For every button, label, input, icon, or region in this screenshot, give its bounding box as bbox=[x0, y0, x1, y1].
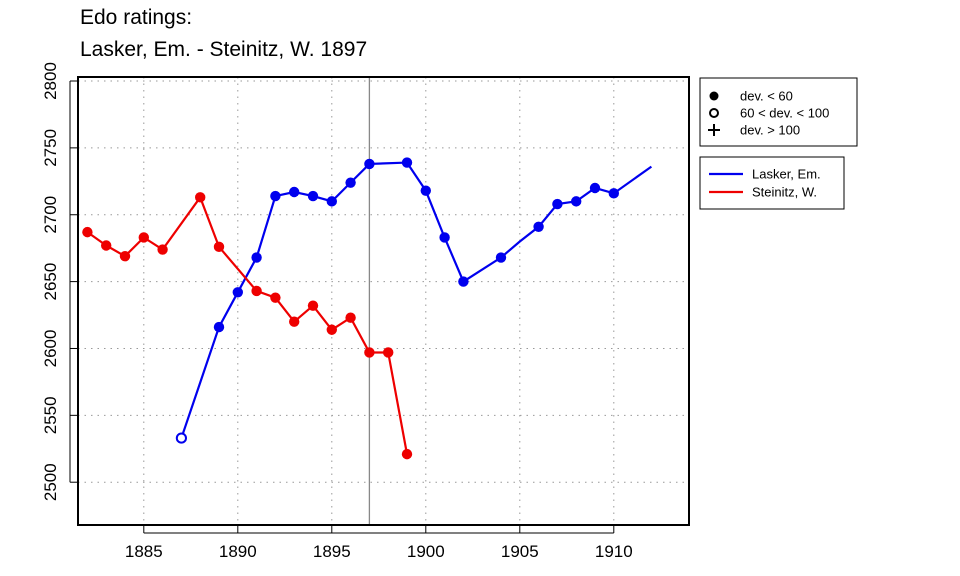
legend-players: Lasker, Em. Steinitz, W. bbox=[699, 156, 845, 210]
x-tick-label-1910: 1910 bbox=[595, 542, 633, 561]
data-point-lasker-em-1895 bbox=[326, 196, 337, 207]
legend-players-box bbox=[699, 156, 845, 210]
y-tick-label-2700: 2700 bbox=[41, 196, 60, 234]
data-point-lasker-em-1904 bbox=[495, 252, 507, 263]
data-point-steinitz-w-1889 bbox=[213, 241, 225, 253]
y-tick-label-2750: 2750 bbox=[41, 129, 60, 167]
data-point-lasker-em-1894 bbox=[307, 190, 319, 202]
data-point-steinitz-w-1885 bbox=[138, 232, 149, 243]
data-point-lasker-em-1893 bbox=[289, 186, 300, 198]
legend-deviation-label-1: 60 < dev. < 100 bbox=[740, 106, 829, 121]
data-point-lasker-em-1900 bbox=[420, 185, 431, 196]
data-point-lasker-em-1909 bbox=[589, 182, 601, 194]
data-point-lasker-em-1889 bbox=[213, 321, 225, 333]
data-point-steinitz-w-1895 bbox=[326, 324, 337, 335]
data-point-lasker-em-1901 bbox=[439, 232, 450, 243]
x-tick-label-1885: 1885 bbox=[125, 542, 163, 561]
grid-lines bbox=[78, 77, 689, 525]
data-point-lasker-em-1907 bbox=[552, 198, 563, 210]
legend-open-circle-icon bbox=[709, 108, 719, 118]
data-point-lasker-em-1906 bbox=[533, 221, 544, 232]
data-point-steinitz-w-1897 bbox=[364, 347, 375, 358]
y-tick-label-2550: 2550 bbox=[41, 396, 60, 434]
data-point-steinitz-w-1888 bbox=[195, 192, 206, 203]
legend-deviation: dev. < 60 60 < dev. < 100 dev. > 100 bbox=[699, 77, 858, 147]
legend-deviation-label-2: dev. > 100 bbox=[740, 123, 800, 138]
y-tick-label-2600: 2600 bbox=[41, 330, 60, 368]
plot-frame bbox=[77, 76, 690, 526]
chart-title-line-1: Edo ratings: bbox=[80, 6, 193, 29]
axes: 1885 1890 1895 1900 1905 1910 2500 2550 2600 2650… bbox=[41, 62, 633, 561]
data-point-steinitz-w-1891 bbox=[251, 285, 262, 297]
data-point-lasker-em-1899 bbox=[401, 157, 413, 168]
x-tick-label-1895: 1895 bbox=[313, 542, 351, 561]
legend-filled-circle-icon bbox=[709, 91, 719, 101]
legend-player-label-0: Lasker, Em. bbox=[752, 167, 821, 182]
data-point-lasker-em-1896 bbox=[345, 177, 356, 188]
chart-title-line-2: Lasker, Em. - Steinitz, W. 1897 bbox=[80, 38, 368, 61]
data-point-steinitz-w-1883 bbox=[101, 240, 112, 251]
data-point-lasker-em-1902 bbox=[458, 276, 469, 287]
data-point-lasker-em-1908 bbox=[571, 196, 582, 207]
x-tick-label-1900: 1900 bbox=[407, 542, 445, 561]
data-point-lasker-em-1890 bbox=[232, 287, 243, 298]
data-point-steinitz-w-1893 bbox=[289, 316, 300, 327]
data-point-steinitz-w-1892 bbox=[270, 292, 281, 303]
data-point-steinitz-w-1882 bbox=[82, 226, 93, 238]
data-point-lasker-em-1892 bbox=[270, 190, 281, 202]
data-point-lasker-em-1891 bbox=[251, 252, 262, 263]
data-point-steinitz-w-1899 bbox=[401, 448, 413, 460]
data-point-steinitz-w-1886 bbox=[157, 244, 168, 255]
legend-deviation-label-0: dev. < 60 bbox=[740, 89, 793, 104]
y-tick-label-2800: 2800 bbox=[41, 62, 60, 100]
data-point-steinitz-w-1898 bbox=[383, 347, 394, 358]
series-line-steinitz-w bbox=[86, 195, 409, 455]
data-point-steinitz-w-1894 bbox=[307, 300, 319, 311]
legend-player-label-1: Steinitz, W. bbox=[752, 185, 817, 200]
data-point-lasker-em-1910 bbox=[608, 188, 619, 199]
series-layer bbox=[82, 157, 653, 460]
data-point-lasker-em-1887 bbox=[175, 432, 187, 444]
y-tick-label-2500: 2500 bbox=[41, 463, 60, 501]
x-tick-label-1905: 1905 bbox=[501, 542, 539, 561]
x-tick-label-1890: 1890 bbox=[219, 542, 257, 561]
series-line-lasker-em bbox=[180, 161, 653, 439]
y-tick-label-2650: 2650 bbox=[41, 263, 60, 301]
data-point-steinitz-w-1896 bbox=[345, 312, 356, 323]
data-point-lasker-em-1897 bbox=[364, 158, 375, 170]
legend-deviation-box bbox=[699, 77, 858, 147]
data-point-steinitz-w-1884 bbox=[119, 251, 131, 262]
